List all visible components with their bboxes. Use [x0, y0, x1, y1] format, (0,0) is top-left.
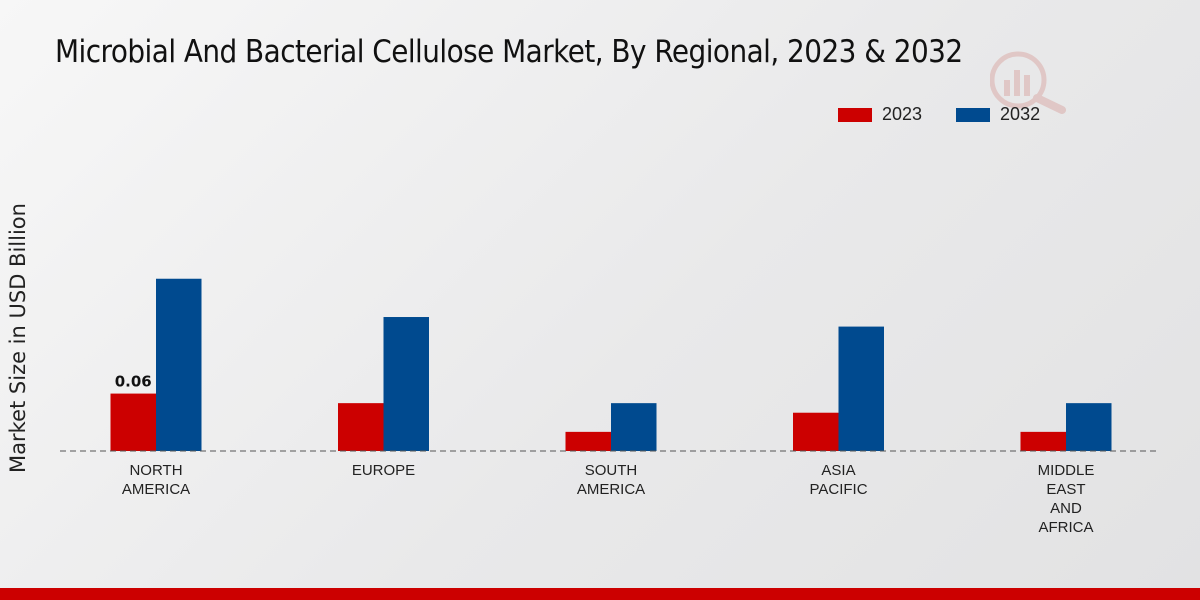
bottom-accent-bar — [0, 588, 1200, 600]
bar-2032-north-america — [156, 278, 202, 451]
chart-title: Microbial And Bacterial Cellulose Market… — [55, 34, 963, 70]
x-tick-label: NORTH — [129, 462, 182, 479]
bar-2023-middle-east-and-africa — [1020, 431, 1066, 451]
bar-2032-asia-pacific — [838, 326, 884, 451]
x-tick-label: PACIFIC — [809, 481, 867, 498]
x-tick-label: AND — [1050, 500, 1082, 517]
legend-label-2023: 2023 — [882, 104, 923, 124]
legend-item-2032[interactable]: 2032 — [956, 104, 1040, 125]
x-tick-label: SOUTH — [585, 462, 638, 479]
legend-swatch-2032 — [956, 107, 991, 122]
x-tick-label: AFRICA — [1038, 519, 1093, 536]
legend-item-2023[interactable]: 2023 — [838, 104, 922, 125]
x-tick-label: AMERICA — [577, 481, 645, 498]
x-tick-label: EUROPE — [352, 462, 415, 479]
bar-2023-europe — [338, 403, 384, 451]
bar-2023-south-america — [565, 431, 611, 451]
x-tick-label: EAST — [1046, 481, 1085, 498]
x-tick-label: MIDDLE — [1038, 462, 1095, 479]
x-tick-label: AMERICA — [122, 481, 190, 498]
bar-2023-asia-pacific — [793, 412, 839, 451]
bar-2032-europe — [383, 317, 429, 451]
x-tick-label: ASIA — [821, 462, 855, 479]
bar-2032-south-america — [611, 403, 657, 451]
bar-2023-north-america — [110, 393, 156, 451]
legend-swatch-2023 — [838, 107, 872, 122]
legend: 2023 2032 — [838, 104, 1074, 125]
data-label: 0.06 — [115, 373, 152, 391]
watermark-logo-icon — [990, 51, 1066, 114]
legend-label-2032: 2032 — [1000, 104, 1041, 124]
bar-2032-middle-east-and-africa — [1066, 403, 1112, 451]
